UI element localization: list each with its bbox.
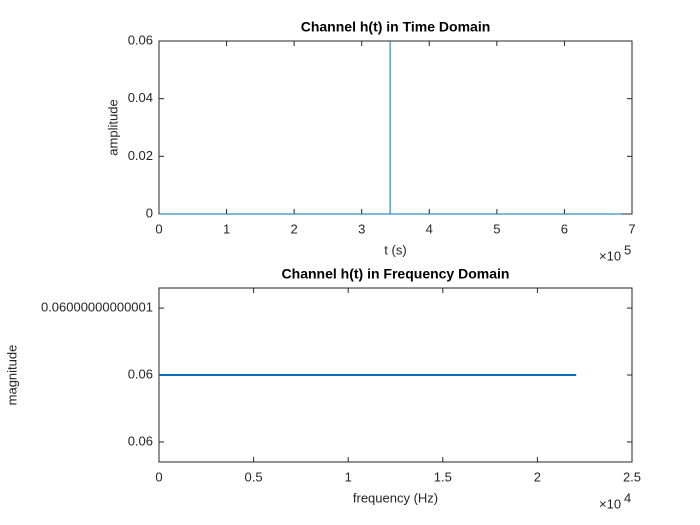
- axes-box: [158, 40, 633, 215]
- x-tick-label: 1: [345, 469, 352, 484]
- chart-title: Channel h(t) in Frequency Domain: [282, 266, 510, 282]
- data-line: [159, 41, 622, 215]
- x-multiplier-power: 4: [624, 490, 631, 505]
- x-tick-label: 5: [493, 221, 500, 236]
- y-tick-label: 0.06: [128, 32, 153, 47]
- y-tick-label: 0.06: [128, 366, 153, 381]
- x-tick-label: 0: [155, 221, 162, 236]
- y-tick-label: 0.06000000000001: [41, 300, 153, 315]
- y-axis-label: magnitude: [4, 345, 19, 406]
- x-multiplier: ×10: [599, 248, 621, 263]
- x-axis-label: frequency (Hz): [353, 490, 438, 505]
- x-tick-label: 1.5: [434, 469, 452, 484]
- y-tick-label: 0.02: [128, 148, 153, 163]
- x-tick-label: 2: [291, 221, 298, 236]
- x-tick-label: 3: [358, 221, 365, 236]
- x-tick-label: 0.5: [245, 469, 263, 484]
- subplot: 0 0.5 1 1.5 2 2.5 0.06 0.06 0.06000000000001 Chan…: [4, 266, 641, 512]
- y-axis-label: amplitude: [105, 99, 120, 155]
- chart-title: Channel h(t) in Time Domain: [301, 19, 491, 35]
- x-tick-label: 6: [561, 221, 568, 236]
- x-tick-label: 1: [223, 221, 230, 236]
- x-tick-label: 2.5: [623, 469, 641, 484]
- y-tick-label: 0.06: [128, 433, 153, 448]
- y-tick-label: 0.04: [128, 90, 153, 105]
- x-tick-label: 2: [534, 469, 541, 484]
- x-multiplier-power: 5: [624, 242, 631, 257]
- y-tick-label: 0: [146, 205, 153, 220]
- x-tick-label: 7: [628, 221, 635, 236]
- x-multiplier: ×10: [599, 496, 621, 511]
- subplot: 0 1 2 3 4 5 6 7 0 0.02 0.04 0.06 Channel h(t) in Tim…: [105, 19, 635, 264]
- x-axis-label: t (s): [384, 242, 406, 257]
- x-tick-label: 4: [426, 221, 433, 236]
- x-tick-label: 0: [155, 469, 162, 484]
